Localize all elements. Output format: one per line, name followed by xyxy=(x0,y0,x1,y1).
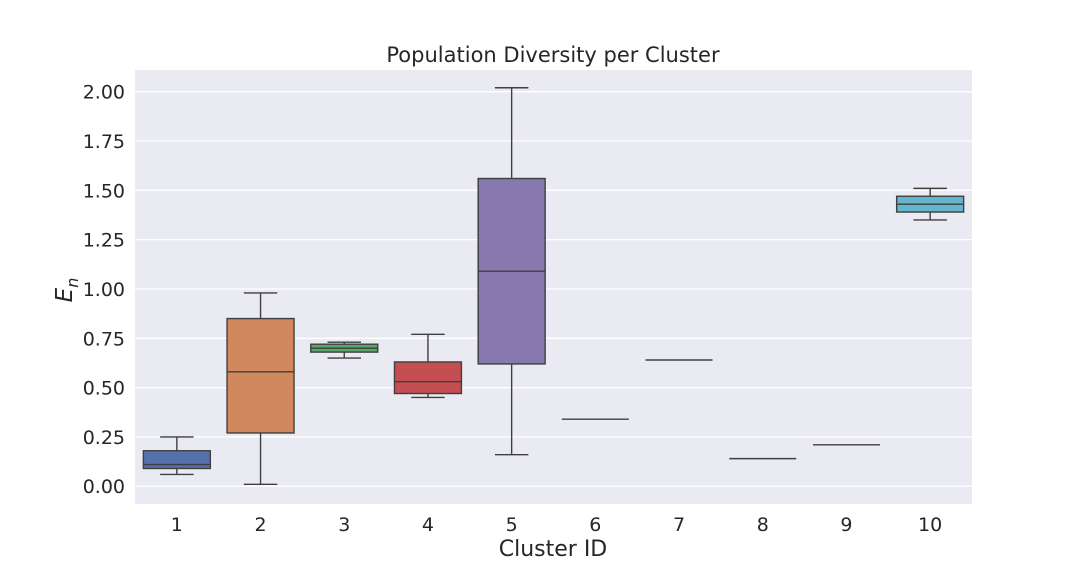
y-axis-label-main: E xyxy=(52,287,78,302)
x-tick-label: 10 xyxy=(918,514,942,536)
x-tick-label: 2 xyxy=(255,514,267,536)
box-cluster-1 xyxy=(142,436,212,476)
x-tick-label: 7 xyxy=(673,514,685,536)
y-tick-label: 2.00 xyxy=(83,82,125,104)
y-axis-label-subscript: n xyxy=(63,278,82,288)
boxes xyxy=(142,87,965,485)
y-tick-label: 1.50 xyxy=(83,180,125,202)
box-cluster-10 xyxy=(895,187,965,221)
chart-title: Population Diversity per Cluster xyxy=(386,43,720,67)
y-axis-label: En xyxy=(52,278,82,303)
box-cluster-5 xyxy=(477,87,546,456)
x-tick-label: 9 xyxy=(840,514,852,536)
x-tick-label: 1 xyxy=(171,514,183,536)
box-iqr xyxy=(393,361,463,395)
y-tick-label: 0.25 xyxy=(83,427,125,449)
box-cluster-3 xyxy=(310,341,379,359)
box-iqr xyxy=(142,450,212,470)
y-tick-label: 1.00 xyxy=(83,279,125,301)
y-tick-label: 1.75 xyxy=(83,131,125,153)
x-tick-label: 6 xyxy=(589,514,601,536)
box-iqr xyxy=(226,317,295,434)
y-tick-label: 0.50 xyxy=(83,378,125,400)
box-cluster-4 xyxy=(393,333,463,399)
y-tick-label: 0.75 xyxy=(83,328,125,350)
x-tick-label: 4 xyxy=(422,514,434,536)
x-tick-label: 5 xyxy=(506,514,518,536)
y-axis-ticks: 0.00 0.25 0.50 0.75 1.00 1.25 1.50 1.75 2.00 xyxy=(83,82,125,499)
box-cluster-2 xyxy=(226,292,295,485)
y-tick-label: 0.00 xyxy=(83,476,125,498)
x-tick-label: 8 xyxy=(757,514,769,536)
x-tick-label: 3 xyxy=(338,514,350,536)
y-tick-label: 1.25 xyxy=(83,230,125,252)
x-axis-label: Cluster ID xyxy=(499,537,608,562)
x-axis-ticks: 1 2 3 4 5 6 7 8 9 10 xyxy=(171,514,942,536)
